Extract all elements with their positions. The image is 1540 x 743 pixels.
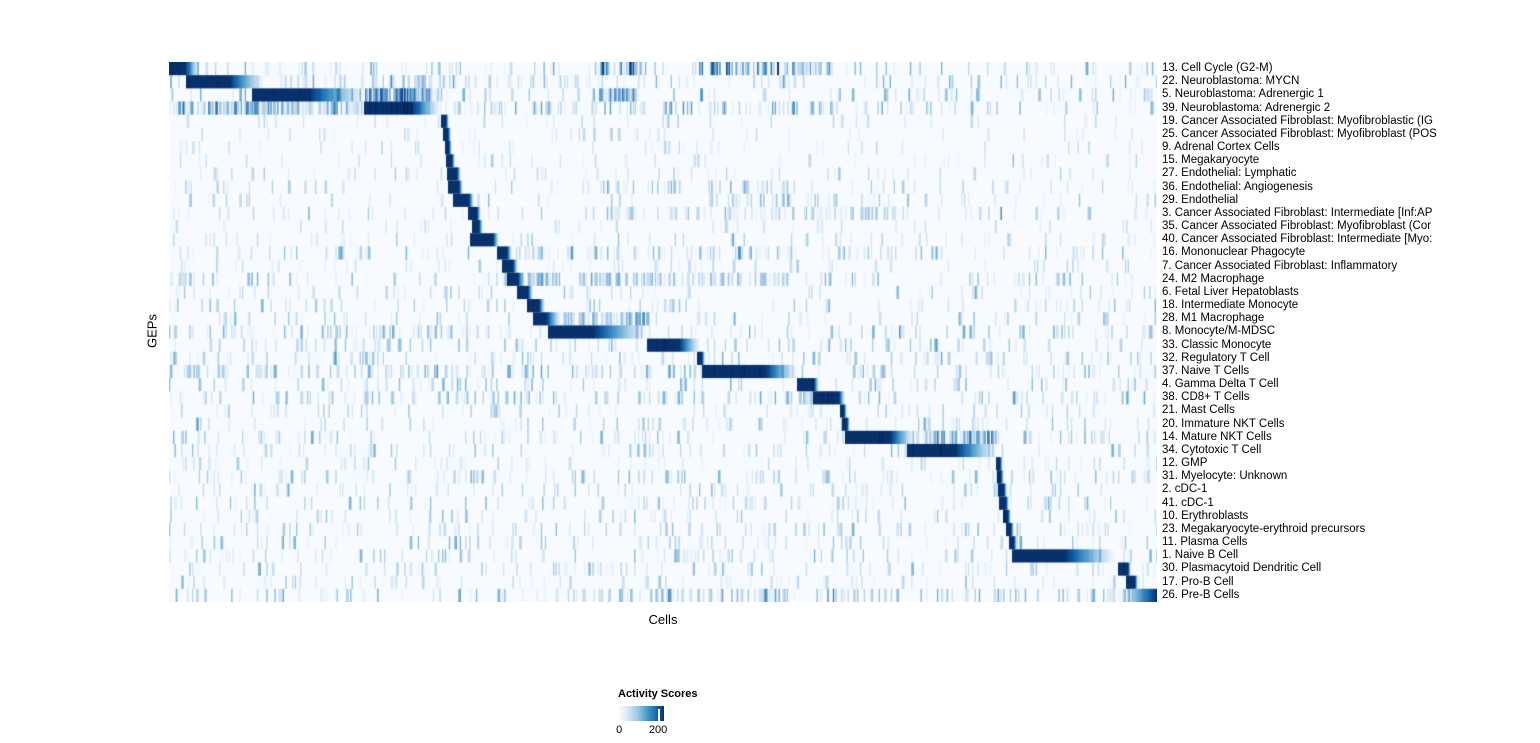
row-label: 22. Neuroblastoma: MYCN: [1162, 75, 1300, 88]
row-label: 9. Adrenal Cortex Cells: [1162, 141, 1280, 154]
row-label: 37. Naive T Cells: [1162, 364, 1250, 377]
colorbar-legend: Activity Scores 0 200: [616, 688, 738, 736]
y-axis-title: GEPs: [144, 314, 160, 348]
row-label: 21. Mast Cells: [1162, 404, 1235, 417]
row-label: 1. Naive B Cell: [1162, 549, 1239, 562]
row-label: 38. CD8+ T Cells: [1162, 391, 1250, 404]
colorbar-gradient: [618, 706, 664, 721]
row-label: 4. Gamma Delta T Cell: [1162, 378, 1279, 391]
row-label: 29. Endothelial: [1162, 193, 1239, 206]
row-label: 10. Erythroblasts: [1162, 509, 1249, 522]
row-label: 11. Plasma Cells: [1162, 536, 1248, 549]
row-label: 5. Neuroblastoma: Adrenergic 1: [1162, 88, 1324, 101]
row-label: 39. Neuroblastoma: Adrenergic 2: [1162, 101, 1331, 114]
row-label: 25. Cancer Associated Fibroblast: Myofib…: [1162, 127, 1437, 140]
heatmap-canvas: [169, 62, 1157, 602]
x-axis-title: Cells: [648, 612, 678, 627]
row-label: 18. Intermediate Monocyte: [1162, 299, 1299, 312]
colorbar-max-label: 200: [648, 724, 668, 736]
row-label: 14. Mature NKT Cells: [1162, 430, 1272, 443]
row-label-column: 13. Cell Cycle (G2-M) 22. Neuroblastoma: …: [1162, 0, 1540, 743]
row-label: 26. Pre-B Cells: [1162, 588, 1240, 601]
row-label: 30. Plasmacytoid Dendritic Cell: [1162, 562, 1322, 575]
row-label: 34. Cytotoxic T Cell: [1162, 443, 1262, 456]
row-label: 40. Cancer Associated Fibroblast: Interm…: [1162, 233, 1433, 246]
row-label: 24. M2 Macrophage: [1162, 272, 1265, 285]
row-label: 12. GMP: [1162, 457, 1208, 470]
row-label: 17. Pro-B Cell: [1162, 575, 1234, 588]
row-label: 41. cDC-1: [1162, 496, 1214, 509]
row-label: 7. Cancer Associated Fibroblast: Inflamm…: [1162, 259, 1398, 272]
row-label: 13. Cell Cycle (G2-M): [1162, 62, 1273, 74]
row-label: 6. Fetal Liver Hepatoblasts: [1162, 285, 1299, 298]
row-label: 32. Regulatory T Cell: [1162, 351, 1270, 364]
legend-title: Activity Scores: [618, 688, 698, 700]
row-label: 23. Megakaryocyte-erythroid precursors: [1162, 522, 1366, 535]
row-label: 16. Mononuclear Phagocyte: [1162, 246, 1306, 259]
row-label: 19. Cancer Associated Fibroblast: Myofib…: [1162, 114, 1434, 127]
row-label: 27. Endothelial: Lymphatic: [1162, 167, 1297, 180]
row-label: 8. Monocyte/M-MDSC: [1162, 325, 1276, 338]
colorbar-tick-mark: [658, 709, 660, 721]
row-label: 20. Immature NKT Cells: [1162, 417, 1285, 430]
row-label: 3. Cancer Associated Fibroblast: Interme…: [1162, 206, 1433, 219]
row-label: 2. cDC-1: [1162, 483, 1208, 496]
row-label: 15. Megakaryocyte: [1162, 154, 1260, 167]
row-label: 35. Cancer Associated Fibroblast: Myofib…: [1162, 220, 1432, 233]
colorbar-min-label: 0: [616, 724, 623, 736]
row-label: 28. M1 Macrophage: [1162, 312, 1265, 325]
row-label: 33. Classic Monocyte: [1162, 338, 1272, 351]
row-label: 36. Endothelial: Angiogenesis: [1162, 180, 1313, 193]
row-label: 31. Myelocyte: Unknown: [1162, 470, 1288, 483]
